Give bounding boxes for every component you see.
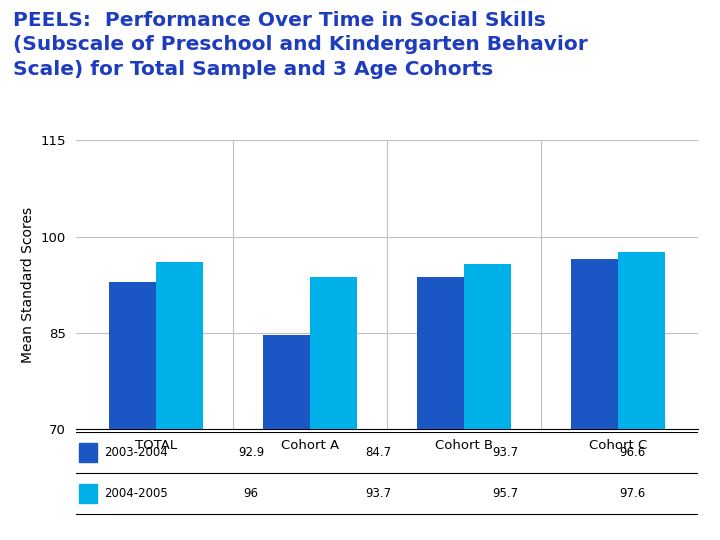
Bar <box>78 484 97 503</box>
Bar <box>78 443 97 462</box>
Bar <box>618 252 665 540</box>
Bar <box>310 277 357 540</box>
Bar <box>156 262 203 540</box>
Text: 92.9: 92.9 <box>238 446 264 459</box>
Text: 84.7: 84.7 <box>365 446 391 459</box>
Text: 97.6: 97.6 <box>618 487 645 500</box>
Bar <box>464 264 510 540</box>
Y-axis label: Mean Standard Scores: Mean Standard Scores <box>21 207 35 363</box>
Bar <box>109 282 156 540</box>
Text: 96.6: 96.6 <box>618 446 645 459</box>
Text: 93.7: 93.7 <box>365 487 391 500</box>
Text: 2003-2004: 2003-2004 <box>104 446 167 459</box>
Bar <box>571 259 618 540</box>
Text: 95.7: 95.7 <box>492 487 518 500</box>
Text: 2004-2005: 2004-2005 <box>104 487 167 500</box>
Bar <box>264 335 310 540</box>
Text: PEELS:  Performance Over Time in Social Skills
(Subscale of Preschool and Kinder: PEELS: Performance Over Time in Social S… <box>13 11 588 78</box>
Bar <box>417 277 464 540</box>
Text: 96: 96 <box>243 487 258 500</box>
Text: 93.7: 93.7 <box>492 446 518 459</box>
